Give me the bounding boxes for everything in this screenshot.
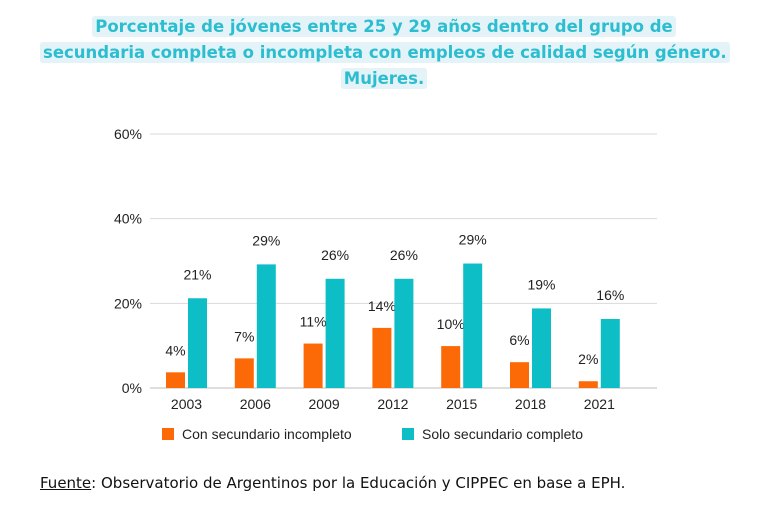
bar-incompleto [578,381,598,388]
x-tick-label: 2015 [446,396,477,412]
data-label: 10% [437,316,465,332]
bar-completo [188,298,207,388]
data-label: 26% [390,247,418,263]
data-label: 2% [578,351,598,367]
bar-incompleto [510,362,529,388]
bar-incompleto [441,346,461,388]
bar-completo [532,308,551,388]
data-label: 7% [234,328,254,344]
data-label: 26% [321,247,349,263]
bar-completo [394,278,414,388]
bar-incompleto [372,327,392,388]
x-tick-label: 2009 [309,396,340,412]
y-tick-label: 60% [114,126,142,142]
bar-incompleto [166,372,185,388]
legend-swatch [402,428,414,440]
data-label: 6% [509,332,529,348]
bar-incompleto [234,358,254,388]
bar-chart: 0% 20% 40% 60% 4% 21% 2003 7% 29% 2006 11% 26% 2009 1… [114,126,657,442]
bar-completo [325,278,345,388]
source-label: Fuente [40,474,92,492]
data-label: 16% [596,287,624,303]
bar-completo [256,264,276,388]
source-note: Fuente: Observatorio de Argentinos por l… [40,474,740,492]
data-label: 14% [368,298,396,314]
data-label: 19% [527,276,555,292]
y-tick-label: 20% [114,295,142,311]
x-tick-label: 2018 [515,396,546,412]
source-text: : Observatorio de Argentinos por la Educ… [91,474,626,492]
data-label: 4% [165,342,185,358]
legend-label: Con secundario incompleto [182,426,352,442]
legend-swatch [162,428,174,440]
x-tick-label: 2012 [377,396,408,412]
x-tick-label: 2021 [584,396,615,412]
x-tick-label: 2003 [171,396,202,412]
y-tick-label: 0% [122,380,142,396]
bar-completo [600,318,620,388]
data-label: 21% [183,266,211,282]
data-label: 29% [459,232,487,248]
x-tick-label: 2006 [240,396,271,412]
bar-completo [463,263,483,388]
bar-incompleto [303,343,323,388]
data-label: 29% [252,232,280,248]
legend-label: Solo secundario completo [422,426,583,442]
chart-title: Porcentaje de jóvenes entre 25 y 29 años… [40,14,730,92]
y-tick-label: 40% [114,211,142,227]
data-label: 11% [300,314,327,330]
